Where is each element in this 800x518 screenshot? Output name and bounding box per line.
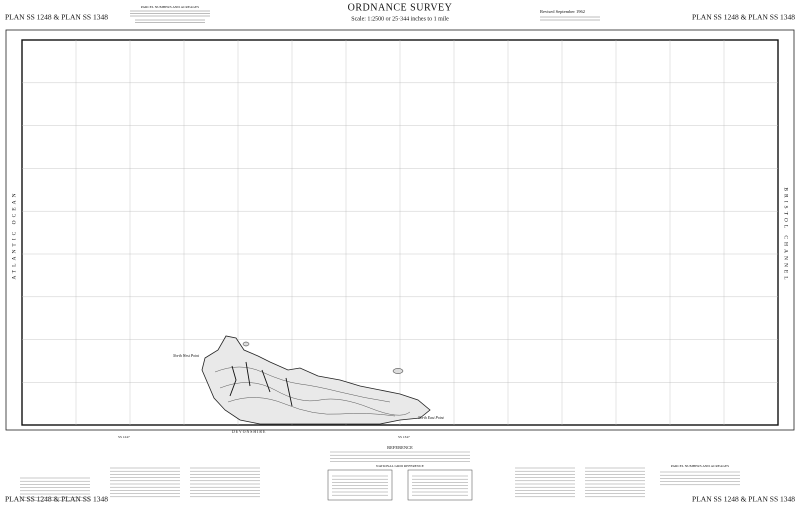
plan-title: PLAN SS 1248 & PLAN SS 1348 — [5, 495, 108, 504]
plan-title: PLAN SS 1248 & PLAN SS 1348 — [692, 13, 795, 22]
scale-text: Scale: 1:2500 or 25·344 inches to 1 mile — [351, 16, 449, 22]
grid — [22, 40, 778, 425]
reference-box — [327, 469, 393, 501]
header-notes — [130, 10, 600, 23]
reference-heading: REFERENCE — [387, 445, 413, 450]
parcel-heading: PARCEL NUMBERS AND ACREAGES — [141, 5, 199, 9]
sheet-label: SS 1347 — [398, 435, 410, 439]
reference-box — [407, 469, 473, 501]
plan-title: PLAN SS 1248 & PLAN SS 1348 — [692, 495, 795, 504]
margin-label: ATLANTIC OCEAN — [11, 190, 17, 279]
grid-reference-heading: NATIONAL GRID REFERENCE — [376, 464, 424, 468]
outer-border — [5, 29, 795, 431]
parcel-heading: PARCEL NUMBERS AND ACREAGES — [671, 464, 729, 468]
sheet-label: SS 1247 — [118, 435, 130, 439]
place-label: North East Point — [417, 416, 445, 420]
survey-title: ORDNANCE SURVEY — [348, 2, 453, 13]
fine-print — [20, 451, 740, 501]
county-label: DEVONSHIRE — [232, 430, 266, 434]
revised-text: Revised September 1962 — [540, 9, 585, 14]
margin-label: BRISTOL CHANNEL — [783, 187, 789, 282]
place-label: North West Point — [172, 354, 200, 358]
plan-title: PLAN SS 1248 & PLAN SS 1348 — [5, 13, 108, 22]
island — [201, 335, 431, 425]
